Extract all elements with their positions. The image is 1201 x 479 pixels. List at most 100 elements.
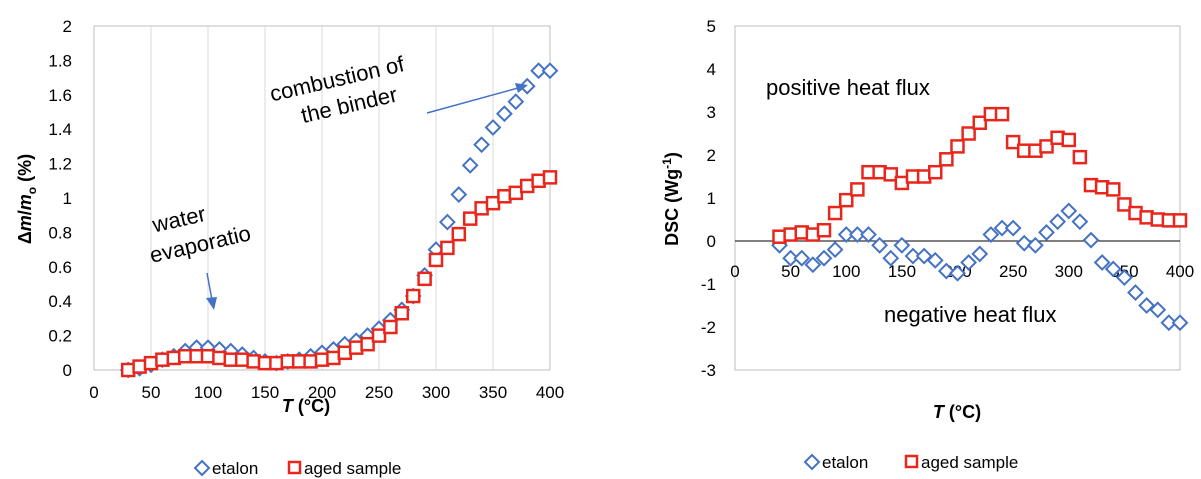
y-tick-label-left-1_2: 1.2	[48, 155, 72, 174]
legend-marker-etalon-left	[193, 459, 211, 477]
point-right-aged-240	[994, 106, 1010, 122]
point-right-etalon-180	[926, 251, 944, 269]
y-tick-label-left-1: 1	[63, 189, 72, 208]
legend-label-aged-left: aged sample	[304, 459, 401, 478]
point-right-etalon-160	[904, 247, 922, 265]
point-right-etalon-310	[1071, 213, 1089, 231]
point-left-aged-310	[440, 240, 455, 256]
point-right-aged-300	[1061, 132, 1076, 148]
annotation-positive-heat-flux: positive heat flux	[766, 75, 930, 100]
point-right-etalon-90	[826, 241, 844, 259]
point-right-aged-210	[961, 126, 976, 141]
grid-left	[150, 26, 494, 370]
x-tick-label-right-300: 300	[1055, 262, 1083, 281]
point-right-etalon-200	[949, 264, 966, 282]
y-axis-right: -3 -2 -1 0 1 2 3 4 5	[701, 17, 716, 380]
y-tick-label-right-neg3: -3	[701, 361, 716, 380]
point-right-etalon-280	[1038, 223, 1055, 241]
point-right-etalon-290	[1049, 213, 1067, 231]
point-right-etalon-60	[793, 249, 811, 267]
point-right-aged-180	[928, 164, 943, 180]
y-tick-label-right-neg1: -1	[701, 275, 716, 294]
point-left-etalon-400	[541, 62, 559, 80]
x-tick-label-left-50: 50	[142, 383, 161, 402]
y-tick-label-left-0_4: 0.4	[48, 292, 72, 311]
point-right-etalon-50	[782, 249, 800, 267]
x-tick-label-right-250: 250	[999, 262, 1027, 281]
y-tick-label-left-0_6: 0.6	[48, 258, 72, 277]
x-tick-label-right-0: 0	[730, 262, 739, 281]
x-tick-label-right-100: 100	[832, 262, 860, 281]
point-right-etalon-150	[893, 236, 911, 254]
point-right-etalon-370	[1138, 297, 1156, 314]
point-right-aged-100	[839, 192, 854, 208]
point-right-aged-310	[1072, 149, 1088, 165]
point-right-etalon-110	[848, 226, 866, 243]
plot-area-right	[734, 25, 1181, 371]
x-axis-left: 0 50 100 150 200 250 300 350 400	[89, 383, 564, 402]
point-right-etalon-80	[815, 249, 833, 267]
point-right-aged-90	[827, 205, 843, 221]
point-left-aged-270	[394, 305, 410, 321]
point-right-aged-220	[972, 115, 987, 130]
y-axis-title-left: Δm/mo (%)	[15, 154, 39, 244]
annotation-negative-heat-flux: negative heat flux	[884, 302, 1056, 327]
x-tick-label-right-400: 400	[1166, 262, 1194, 281]
point-right-aged-190	[939, 152, 954, 167]
point-left-aged-280	[405, 288, 421, 304]
point-left-aged-290	[417, 271, 432, 287]
chart-mass-change: 0 50 100 150 200 250 300 350 400 0 0.2 0.4 0.6 0.8 1 1…	[15, 17, 564, 478]
y-tick-label-right-5: 5	[707, 17, 716, 36]
marks-left	[119, 62, 559, 379]
point-right-etalon-270	[1026, 236, 1044, 254]
point-left-aged-400	[542, 170, 558, 185]
point-right-aged-350	[1117, 197, 1132, 212]
point-right-aged-280	[1039, 139, 1054, 154]
x-tick-label-left-300: 300	[422, 383, 450, 402]
point-right-etalon-300	[1060, 202, 1078, 220]
legend-left: etalon aged sample	[193, 459, 401, 478]
y-tick-label-left-0_8: 0.8	[48, 223, 72, 242]
point-right-etalon-400	[1171, 314, 1189, 332]
legend-label-etalon-left: etalon	[212, 459, 258, 478]
y-axis-left: 0 0.2 0.4 0.6 0.8 1 1.2 1.4 1.6 1.8 2	[48, 17, 72, 380]
point-right-etalon-380	[1149, 301, 1167, 319]
point-right-etalon-340	[1104, 260, 1122, 278]
marks-right	[771, 106, 1189, 332]
point-right-etalon-170	[915, 247, 933, 265]
y-tick-label-right-0: 0	[707, 232, 716, 251]
point-left-aged-320	[451, 226, 467, 242]
point-right-etalon-250	[1004, 219, 1022, 237]
y-tick-label-left-1_8: 1.8	[48, 51, 72, 70]
legend-marker-etalon-right	[803, 453, 821, 471]
y-axis-title-right: DSC (Wg-1)	[660, 152, 682, 246]
y-tick-label-left-0_2: 0.2	[48, 327, 72, 346]
x-tick-label-left-100: 100	[194, 383, 222, 402]
point-left-etalon-340	[473, 136, 491, 154]
point-right-aged-250	[1005, 134, 1021, 150]
point-left-aged-330	[462, 211, 478, 226]
y-tick-label-right-neg2: -2	[701, 318, 716, 337]
point-right-etalon-320	[1082, 231, 1100, 249]
legend-label-etalon-right: etalon	[822, 453, 868, 472]
point-left-aged-260	[383, 319, 398, 335]
point-left-aged-250	[371, 328, 387, 343]
point-right-aged-400	[1172, 213, 1188, 228]
x-tick-label-left-150: 150	[251, 383, 279, 402]
point-right-etalon-350	[1115, 269, 1133, 286]
x-axis-title-left: T (°C)	[282, 396, 330, 416]
y-tick-label-right-4: 4	[707, 60, 716, 79]
point-right-etalon-240	[993, 219, 1011, 237]
annotation-water-arrowhead	[206, 297, 217, 310]
x-tick-label-left-0: 0	[89, 383, 98, 402]
legend-marker-aged-right	[904, 454, 919, 469]
annotation-combustion-arrowhead	[515, 83, 528, 93]
x-tick-label-left-400: 400	[536, 383, 564, 402]
point-left-etalon-360	[495, 105, 513, 123]
point-right-aged-200	[950, 139, 965, 154]
point-right-aged-110	[850, 182, 865, 197]
point-right-etalon-70	[804, 256, 822, 274]
legend-right: etalon aged sample	[803, 453, 1018, 472]
